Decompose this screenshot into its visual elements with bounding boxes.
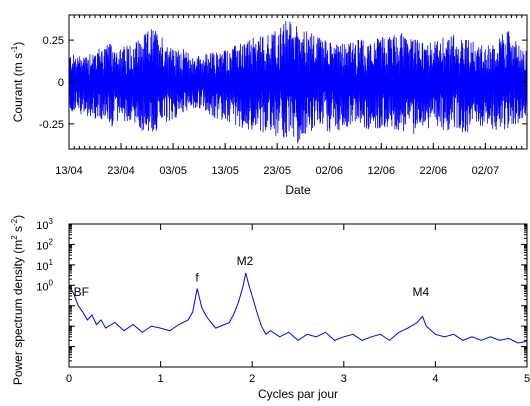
bottom-x-tick-label: 4 [432,373,438,385]
bottom-y-tick-label: 101 [36,258,53,273]
top-x-tick-label: 22/06 [420,165,448,177]
bottom-x-tick-label: 3 [341,373,347,385]
top-x-tick-label: 12/06 [368,165,396,177]
peak-annotation-m2: M2 [237,254,254,268]
top-x-tick-label: 02/07 [472,165,500,177]
top-x-tick-label: 13/04 [55,165,83,177]
bottom-x-tick-label: 0 [66,373,72,385]
top-x-tick-label: 23/04 [107,165,135,177]
current-series-line [68,20,528,144]
top-x-tick-label: 13/05 [211,165,239,177]
bottom-y-tick-label: 100 [36,278,53,293]
top-y-tick-label: 0 [58,77,64,89]
top-x-tick-label: 23/05 [263,165,291,177]
current-time-series-chart: 13/04 23/04 03/05 13/05 23/05 02/06 12/06 22/06… [10,14,528,197]
top-x-axis-label: Date [285,183,311,197]
spectrum-peak-annotations: BF f M2 M4 [74,254,430,299]
bottom-x-axis-label: Cycles par jour [258,387,338,401]
bottom-y-tick-label: 103 [36,217,53,232]
peak-annotation-m4: M4 [413,285,430,299]
top-y-tick-label: 0.25 [43,35,64,47]
top-x-tick-label: 02/06 [315,165,343,177]
top-y-axis-label: Courant (m s-1) [10,42,25,122]
bottom-x-tick-label: 1 [158,373,164,385]
top-y-axis-ticks: -0.25 0 0.25 [39,35,527,131]
bottom-y-axis-label: Power spectrum density (m2 s-2) [10,215,25,385]
top-y-tick-label: -0.25 [39,119,64,131]
bottom-x-tick-label: 2 [249,373,255,385]
peak-annotation-bf: BF [74,285,89,299]
bottom-y-tick-label: 102 [36,237,53,252]
bottom-y-axis-ticks: 100 101 102 103 [36,217,527,368]
peak-annotation-f: f [195,271,199,285]
power-spectrum-chart: 0 1 2 3 4 5 100 101 102 103 BF f M2 M4 Cycles par j… [10,215,530,401]
bottom-plot-frame [68,223,528,368]
top-x-tick-label: 03/05 [159,165,187,177]
bottom-x-tick-label: 5 [524,373,530,385]
bottom-x-axis-ticks: 0 1 2 3 4 5 [66,224,530,385]
top-x-axis-ticks: 13/04 23/04 03/05 13/05 23/05 02/06 12/06 22/06… [55,15,528,177]
spectrum-series-line [68,272,528,344]
